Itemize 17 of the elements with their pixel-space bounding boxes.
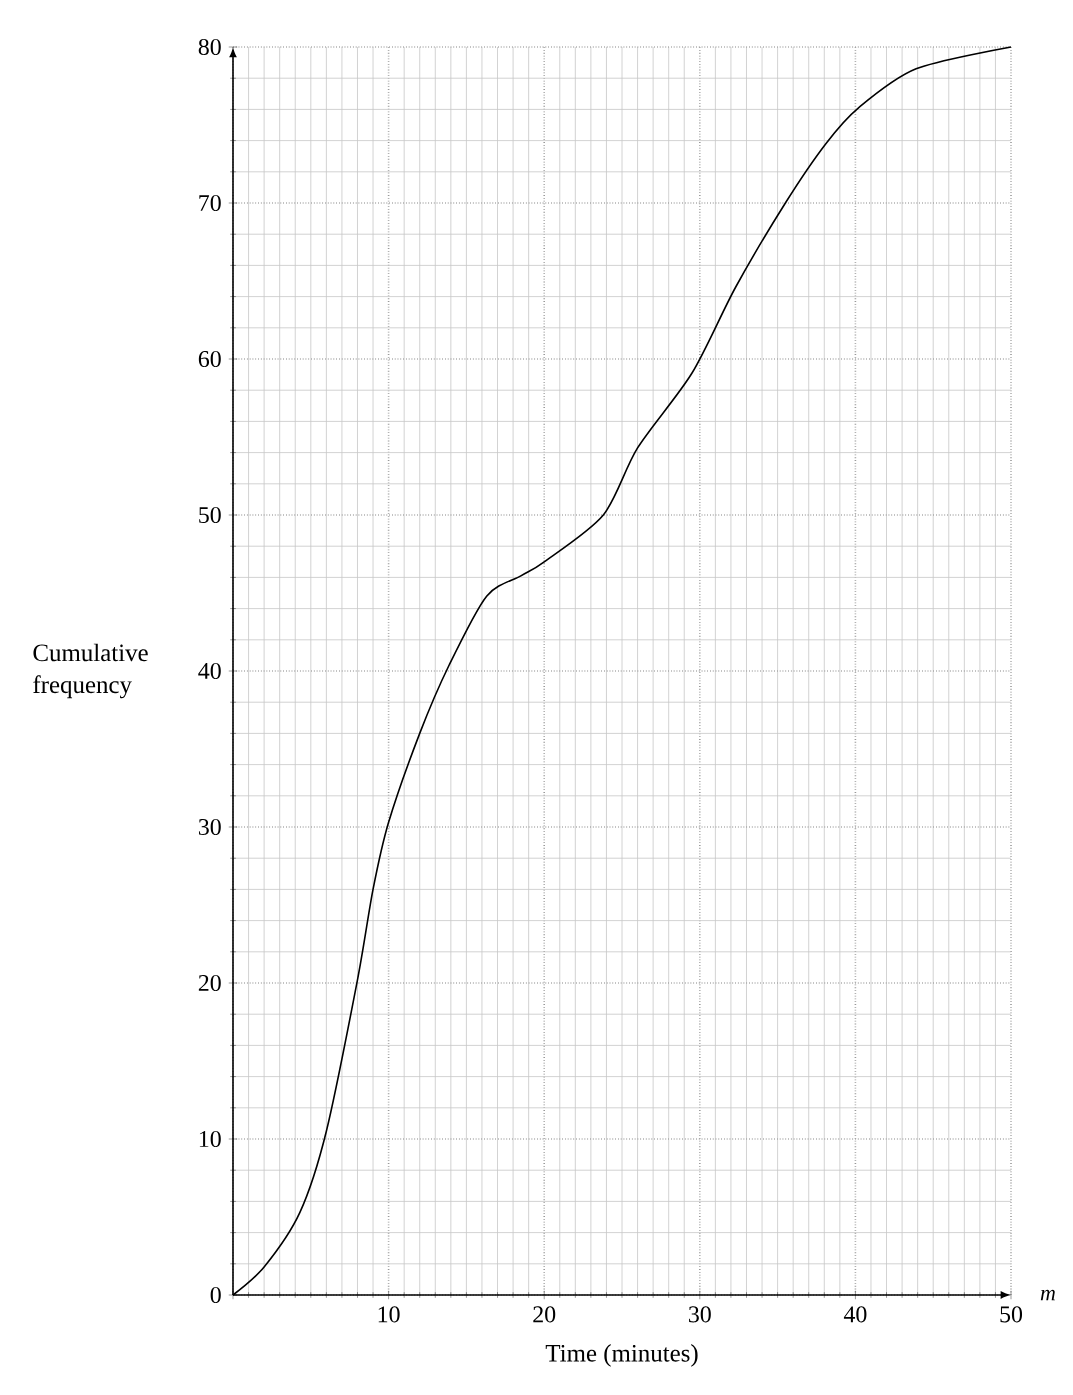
y-tick-label: 10 xyxy=(199,1130,221,1148)
x-tick-label: 30 xyxy=(689,1306,711,1323)
y-tick-label: 80 xyxy=(198,38,221,56)
x-tick-label: 10 xyxy=(378,1306,400,1323)
y-tick-label: 40 xyxy=(198,662,221,680)
y-tick-label: 70 xyxy=(199,194,221,212)
x-tick-label: 50 xyxy=(1000,1306,1023,1323)
text: m xyxy=(1040,1289,1055,1301)
x-tick-label: 20 xyxy=(533,1306,556,1323)
x-axis-title: Time (minutes) xyxy=(545,1344,698,1367)
y-tick-label: 50 xyxy=(199,506,221,524)
x-tick-label: 40 xyxy=(843,1306,867,1323)
y-tick-label: 60 xyxy=(198,350,221,368)
y-tick-label: 0 xyxy=(210,1286,221,1304)
y-tick-label: 30 xyxy=(198,818,221,836)
y-axis-title: Cumulative frequency xyxy=(33,643,148,699)
y-tick-label: 20 xyxy=(198,974,221,992)
